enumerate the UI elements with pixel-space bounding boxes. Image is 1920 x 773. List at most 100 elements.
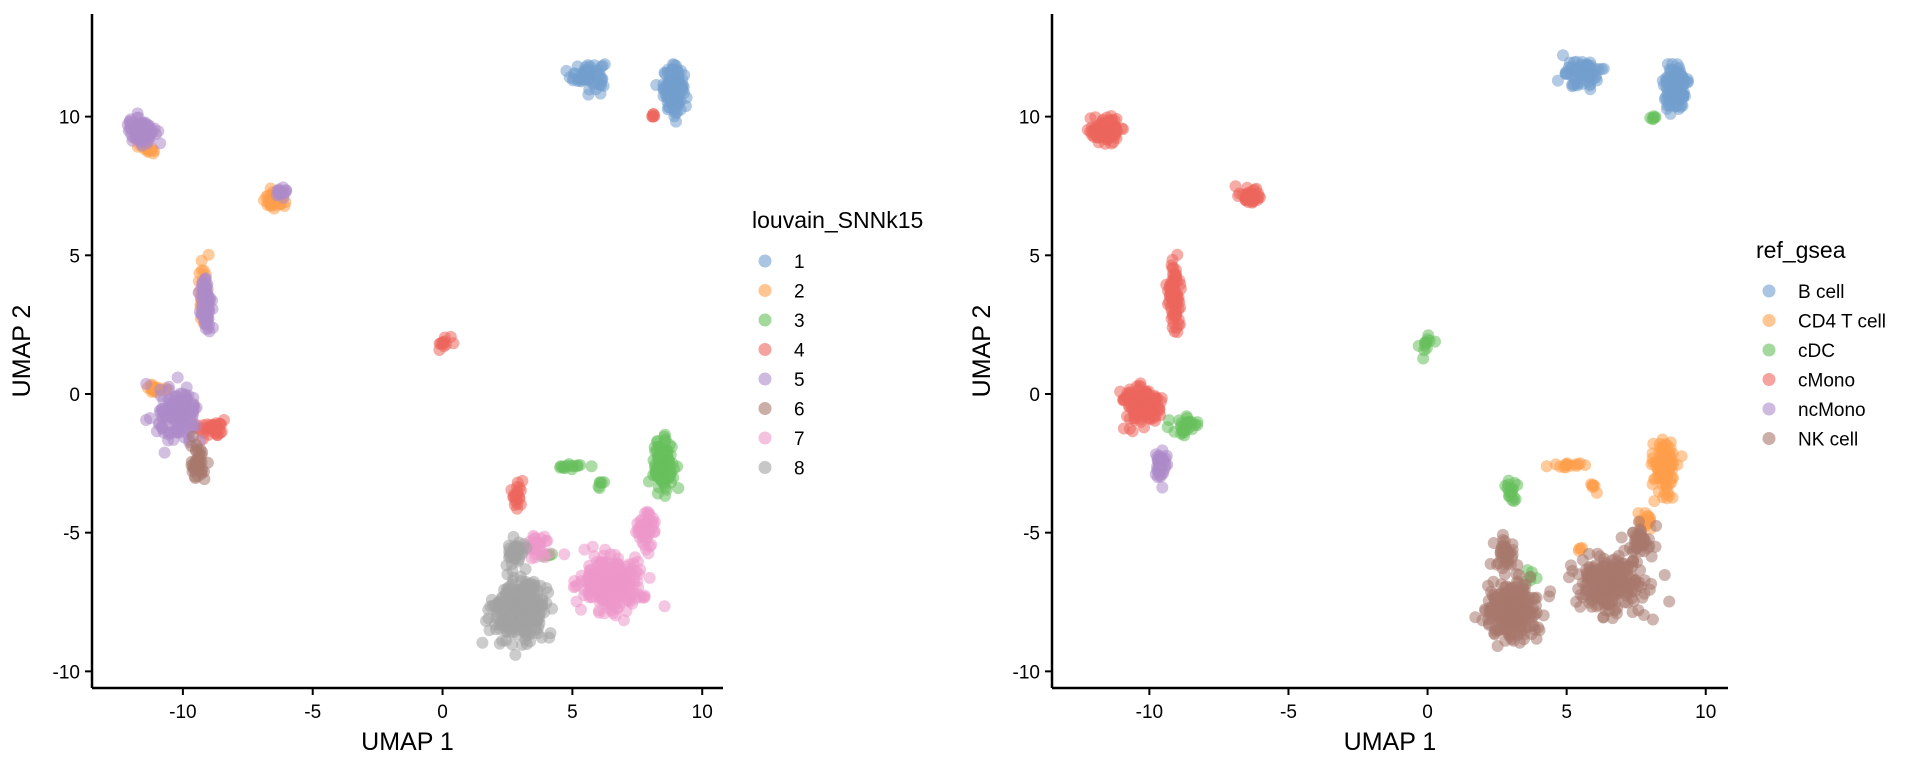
y-tick-label: 0 (69, 385, 80, 406)
data-point (476, 636, 489, 649)
x-tick-label: 0 (1422, 702, 1433, 723)
data-point (1488, 627, 1501, 640)
data-point (593, 606, 606, 619)
data-point (520, 542, 533, 554)
data-point (1632, 536, 1645, 548)
data-point (1645, 550, 1658, 563)
data-point (1630, 556, 1643, 569)
data-point (1166, 262, 1179, 275)
data-point (1667, 471, 1680, 484)
y-tick-label: -5 (1023, 524, 1040, 545)
data-point (525, 552, 538, 565)
series-5 (121, 107, 293, 459)
data-point (1160, 449, 1173, 462)
data-point (171, 371, 184, 384)
data-point (508, 540, 521, 552)
legend-title: louvain_SNNk15 (752, 207, 923, 233)
data-point (1507, 614, 1520, 627)
data-point (1597, 611, 1610, 623)
data-point (1566, 564, 1579, 577)
data-point (585, 460, 598, 473)
legend-label: 6 (794, 400, 805, 421)
data-point (1171, 326, 1184, 339)
data-point (1586, 590, 1599, 602)
x-tick-label: -10 (169, 702, 196, 723)
data-point (1092, 136, 1105, 149)
data-point (507, 530, 520, 543)
legend-swatch (1762, 284, 1776, 298)
data-point (515, 574, 528, 587)
data-point (653, 464, 666, 476)
data-point (508, 499, 521, 511)
legend-title: ref_gsea (1756, 237, 1846, 263)
data-point (1134, 377, 1147, 390)
data-point (647, 512, 659, 525)
data-point (634, 515, 647, 528)
data-point (1574, 588, 1587, 601)
data-point (1606, 595, 1619, 608)
legend-swatch (758, 343, 772, 356)
data-point (1646, 613, 1659, 626)
data-point (1571, 64, 1584, 77)
data-point (511, 586, 524, 599)
data-point (1660, 102, 1673, 115)
data-point (501, 568, 514, 581)
data-point (536, 592, 549, 605)
data-point (1615, 531, 1628, 544)
data-point (1506, 538, 1519, 551)
data-point (1599, 580, 1612, 593)
data-point (1167, 309, 1179, 322)
data-point (600, 592, 612, 605)
y-tick-label: 10 (1019, 108, 1040, 129)
data-point (595, 72, 608, 85)
data-point (1173, 414, 1186, 427)
umap-panel-ref-gsea: -10 -5 0 5 10 -10 -5 0 5 10 UMAP 1 UMAP 2 ref_gsea B … (960, 0, 1920, 768)
points-layer (1081, 49, 1694, 652)
data-point (597, 549, 610, 562)
data-point (569, 580, 582, 593)
data-point (1247, 189, 1260, 202)
data-point (628, 572, 641, 585)
data-point (1645, 577, 1658, 590)
data-point (154, 137, 167, 150)
series-cmono (1081, 110, 1266, 438)
data-point (670, 70, 683, 83)
data-point (567, 460, 580, 473)
legend-label: 3 (794, 311, 805, 332)
data-point (1618, 579, 1631, 592)
data-point (138, 117, 150, 130)
data-point (640, 543, 652, 556)
data-point (1579, 578, 1592, 591)
data-point (1544, 585, 1557, 598)
data-point (658, 600, 671, 613)
y-tick-label: 10 (59, 108, 80, 129)
series-ncmono (1149, 444, 1174, 494)
data-point (1524, 570, 1537, 583)
data-point (615, 584, 628, 597)
legend-swatch (1762, 402, 1776, 416)
data-point (586, 540, 599, 553)
data-point (1650, 519, 1663, 532)
data-point (202, 248, 215, 261)
data-point (651, 487, 664, 500)
data-point (1511, 559, 1524, 572)
legend-label: 5 (794, 370, 805, 391)
x-tick-label: 0 (437, 702, 448, 723)
data-point (1661, 492, 1673, 505)
data-point (1485, 585, 1498, 598)
legend-swatch (1762, 432, 1776, 445)
series-3 (536, 428, 685, 563)
legend-label: ncMono (1798, 400, 1866, 421)
legend-swatch (758, 461, 772, 474)
series-8 (476, 530, 558, 661)
data-point (1156, 481, 1169, 494)
data-point (1621, 560, 1634, 573)
data-point (1563, 56, 1576, 69)
data-point (1608, 558, 1621, 571)
data-point (480, 615, 492, 627)
data-point (273, 185, 286, 198)
data-point (1153, 469, 1166, 482)
y-tick-label: -5 (63, 524, 80, 545)
series-1 (560, 58, 693, 128)
data-point (162, 380, 175, 393)
